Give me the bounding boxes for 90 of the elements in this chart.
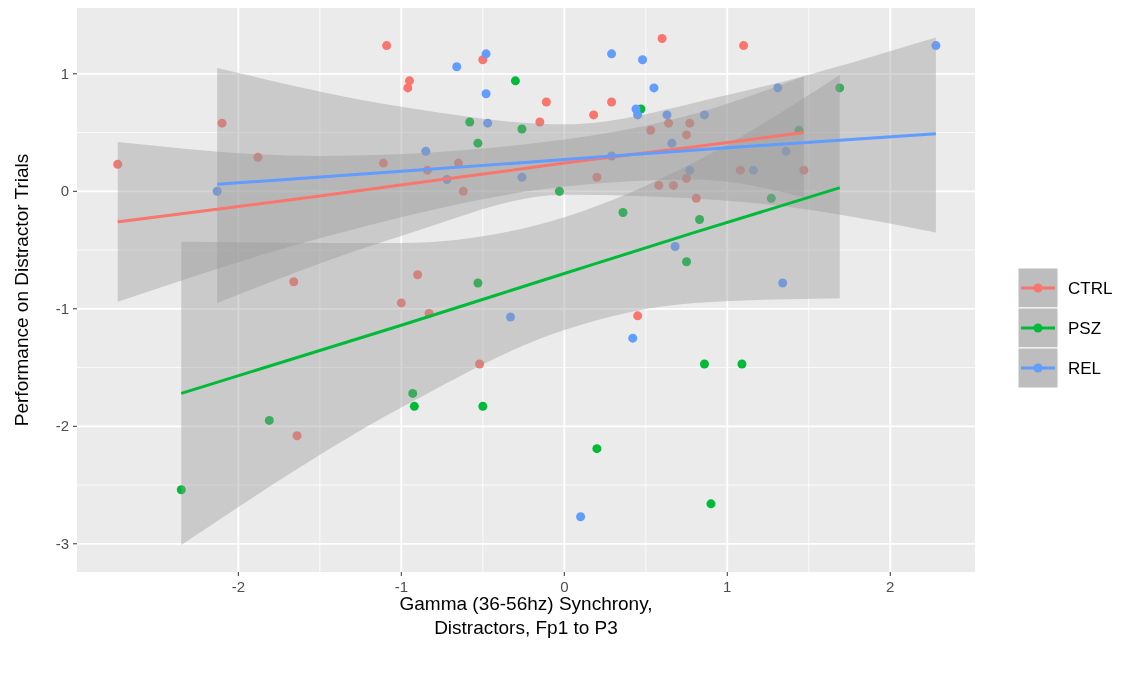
point bbox=[633, 110, 643, 120]
point bbox=[685, 118, 695, 128]
legend-label: PSZ bbox=[1068, 319, 1102, 338]
point bbox=[699, 110, 709, 120]
point bbox=[253, 152, 263, 162]
point bbox=[668, 180, 678, 190]
point bbox=[465, 117, 475, 127]
x-axis-title: Gamma (36-56hz) Synchrony, Distractors, Fp1 to P3 bbox=[399, 593, 653, 638]
point bbox=[778, 278, 788, 288]
y-tick-label: 0 bbox=[60, 182, 69, 200]
point bbox=[695, 215, 705, 224]
line-series bbox=[179, 186, 842, 395]
point bbox=[654, 180, 664, 190]
point bbox=[535, 117, 545, 127]
legend-label: REL bbox=[1068, 359, 1102, 378]
point bbox=[799, 165, 809, 175]
point bbox=[292, 431, 302, 441]
point bbox=[699, 359, 709, 369]
point bbox=[517, 124, 527, 134]
point bbox=[682, 257, 692, 267]
point bbox=[481, 89, 491, 99]
point bbox=[633, 311, 643, 321]
x-tick-label: 1 bbox=[723, 578, 732, 595]
point bbox=[667, 138, 677, 148]
point bbox=[682, 130, 692, 140]
point bbox=[506, 312, 516, 322]
legend-label: CTRL bbox=[1068, 279, 1113, 298]
point bbox=[691, 193, 701, 203]
x-tick-label: -1 bbox=[394, 578, 408, 595]
point bbox=[176, 485, 186, 495]
point bbox=[618, 207, 628, 217]
point bbox=[264, 415, 274, 425]
point bbox=[682, 173, 692, 183]
point bbox=[735, 165, 745, 175]
point bbox=[452, 62, 462, 72]
point bbox=[212, 186, 222, 196]
point bbox=[289, 277, 299, 287]
point bbox=[541, 97, 551, 107]
point bbox=[781, 146, 791, 156]
point bbox=[646, 125, 656, 135]
y-tick-label: -2 bbox=[55, 417, 69, 435]
point bbox=[739, 41, 749, 51]
point bbox=[481, 49, 491, 59]
point bbox=[517, 172, 527, 182]
point bbox=[403, 83, 413, 93]
point bbox=[413, 270, 423, 280]
y-axis-title: Performance on Distractor Trials bbox=[11, 153, 32, 427]
point bbox=[396, 298, 406, 308]
y-tick-label: -3 bbox=[55, 534, 69, 552]
point bbox=[607, 49, 617, 59]
point bbox=[773, 83, 783, 93]
point bbox=[458, 186, 468, 196]
point bbox=[931, 41, 941, 51]
point bbox=[685, 165, 695, 175]
point bbox=[592, 172, 602, 182]
point bbox=[113, 159, 123, 169]
point bbox=[554, 186, 564, 196]
point bbox=[478, 401, 488, 411]
point bbox=[592, 444, 602, 454]
point bbox=[737, 359, 747, 369]
point bbox=[217, 118, 227, 128]
point bbox=[662, 110, 672, 120]
point bbox=[510, 76, 520, 86]
point bbox=[421, 146, 431, 156]
point bbox=[835, 83, 845, 93]
y-tick-label: -1 bbox=[55, 299, 69, 317]
point bbox=[628, 333, 638, 343]
point bbox=[378, 158, 388, 168]
point bbox=[748, 165, 758, 175]
point bbox=[473, 138, 483, 148]
point bbox=[607, 97, 617, 107]
point bbox=[664, 118, 674, 128]
x-tick-label: 2 bbox=[886, 578, 895, 595]
point bbox=[638, 55, 648, 65]
x-tick-label: 0 bbox=[560, 578, 569, 595]
x-tick-label: -2 bbox=[231, 578, 246, 595]
point bbox=[473, 278, 483, 288]
point bbox=[408, 388, 418, 398]
point bbox=[766, 193, 776, 203]
point bbox=[409, 401, 419, 411]
point bbox=[649, 83, 659, 93]
point bbox=[382, 41, 392, 51]
point bbox=[576, 512, 586, 522]
y-tick-label: 1 bbox=[60, 64, 69, 82]
point bbox=[475, 359, 485, 369]
point bbox=[706, 499, 716, 509]
point bbox=[657, 34, 667, 44]
point bbox=[670, 242, 680, 252]
point bbox=[483, 118, 493, 128]
point bbox=[589, 110, 599, 120]
